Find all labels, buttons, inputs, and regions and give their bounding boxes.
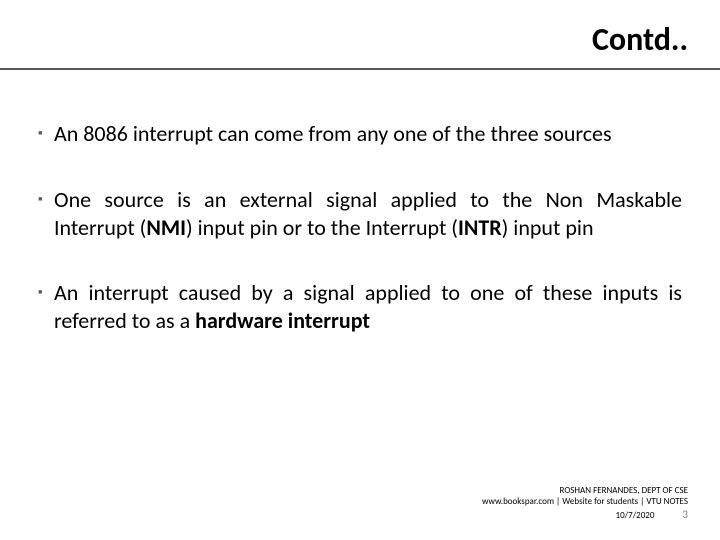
bullet-item: ▪ An 8086 interrupt can come from any on… [38,120,682,148]
footer: ROSHAN FERNANDES, DEPT OF CSE www.booksp… [482,485,688,522]
footer-date-page: 10/7/2020 3 [482,508,688,522]
slide: Contd.. ▪ An 8086 interrupt can come fro… [0,0,720,540]
footer-date: 10/7/2020 [616,510,655,521]
text-run: ) input pin or to the Interrupt ( [186,214,458,241]
bullet-item: ▪ One source is an external signal appli… [38,186,682,241]
content-area: ▪ An 8086 interrupt can come from any on… [38,120,682,372]
slide-title: Contd.. [592,20,688,59]
text-run-bold: hardware interrupt [195,307,370,334]
footer-credit: ROSHAN FERNANDES, DEPT OF CSE [482,485,688,496]
text-run-bold: NMI [146,214,186,241]
text-run: An 8086 interrupt can come from any one … [54,120,612,147]
text-run: ) input pin [502,214,594,241]
title-wrap: Contd.. [592,20,688,59]
bullet-marker-icon: ▪ [38,120,52,148]
bullet-text: An interrupt caused by a signal applied … [54,279,682,334]
footer-page-number: 3 [682,508,688,521]
title-underline [0,68,720,70]
bullet-item: ▪ An interrupt caused by a signal applie… [38,279,682,334]
text-run-bold: INTR [458,214,502,241]
bullet-text: An 8086 interrupt can come from any one … [54,120,682,148]
footer-site: www.bookspar.com | Website for students … [482,496,688,507]
bullet-marker-icon: ▪ [38,186,52,241]
bullet-marker-icon: ▪ [38,279,52,334]
bullet-text: One source is an external signal applied… [54,186,682,241]
